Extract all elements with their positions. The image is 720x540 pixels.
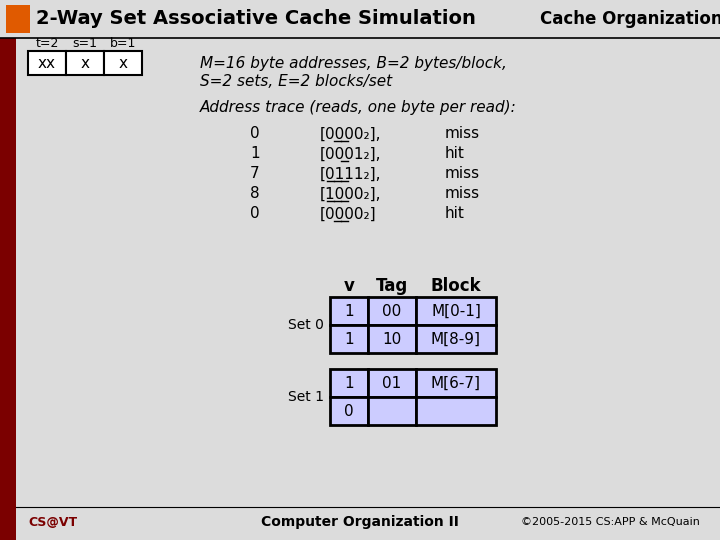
- Text: Set 0: Set 0: [288, 318, 324, 332]
- Bar: [416, 325, 496, 353]
- Text: 1: 1: [344, 332, 354, 347]
- Text: t=2: t=2: [35, 37, 59, 50]
- Text: CS@VT: CS@VT: [28, 516, 77, 529]
- Text: 0: 0: [344, 403, 354, 418]
- Text: 0: 0: [250, 206, 260, 221]
- Text: [0000₂]: [0000₂]: [320, 206, 377, 221]
- Text: 7: 7: [250, 166, 260, 181]
- Bar: [6, 5, 30, 33]
- Text: [0001₂],: [0001₂],: [320, 146, 382, 161]
- Text: 2-Way Set Associative Cache Simulation: 2-Way Set Associative Cache Simulation: [36, 10, 476, 29]
- Bar: [368, 397, 416, 425]
- Text: Tag: Tag: [376, 277, 408, 295]
- Text: Cache Organization 22: Cache Organization 22: [540, 10, 720, 28]
- Bar: [368, 369, 416, 397]
- Bar: [330, 369, 368, 397]
- Text: 00: 00: [382, 303, 402, 319]
- Bar: [330, 325, 368, 353]
- Text: hit: hit: [445, 206, 465, 221]
- Text: Computer Organization II: Computer Organization II: [261, 515, 459, 529]
- Bar: [416, 369, 496, 397]
- Bar: [368, 325, 416, 353]
- Bar: [104, 51, 142, 75]
- Text: x: x: [81, 56, 89, 71]
- Text: M[0-1]: M[0-1]: [431, 303, 481, 319]
- Text: [1000₂],: [1000₂],: [320, 186, 382, 201]
- Text: miss: miss: [445, 186, 480, 201]
- Text: 8: 8: [250, 186, 260, 201]
- Text: 0: 0: [250, 126, 260, 141]
- Bar: [416, 297, 496, 325]
- Text: Set 1: Set 1: [288, 390, 324, 404]
- Text: 1: 1: [344, 303, 354, 319]
- Text: M[8-9]: M[8-9]: [431, 332, 481, 347]
- Bar: [28, 51, 66, 75]
- Bar: [0, 0, 720, 38]
- Text: ©2005-2015 CS:APP & McQuain: ©2005-2015 CS:APP & McQuain: [521, 517, 700, 527]
- Text: miss: miss: [445, 126, 480, 141]
- Bar: [330, 397, 368, 425]
- Text: v: v: [343, 277, 354, 295]
- Text: S=2 sets, E=2 blocks/set: S=2 sets, E=2 blocks/set: [200, 74, 392, 89]
- Text: 1: 1: [250, 146, 260, 161]
- Text: b=1: b=1: [110, 37, 136, 50]
- Bar: [66, 51, 104, 75]
- Text: Address trace (reads, one byte per read):: Address trace (reads, one byte per read)…: [200, 100, 517, 115]
- Text: xx: xx: [38, 56, 56, 71]
- Text: 10: 10: [382, 332, 402, 347]
- Bar: [416, 397, 496, 425]
- Text: M=16 byte addresses, B=2 bytes/block,: M=16 byte addresses, B=2 bytes/block,: [200, 56, 507, 71]
- Text: s=1: s=1: [73, 37, 97, 50]
- Text: x: x: [119, 56, 127, 71]
- Text: 01: 01: [382, 375, 402, 390]
- Text: 1: 1: [344, 375, 354, 390]
- Text: hit: hit: [445, 146, 465, 161]
- Bar: [330, 297, 368, 325]
- Text: miss: miss: [445, 166, 480, 181]
- Bar: [368, 297, 416, 325]
- Text: [0000₂],: [0000₂],: [320, 126, 382, 141]
- Text: [0111₂],: [0111₂],: [320, 166, 382, 181]
- Text: Block: Block: [431, 277, 481, 295]
- Bar: [0, 38, 16, 540]
- Text: M[6-7]: M[6-7]: [431, 375, 481, 390]
